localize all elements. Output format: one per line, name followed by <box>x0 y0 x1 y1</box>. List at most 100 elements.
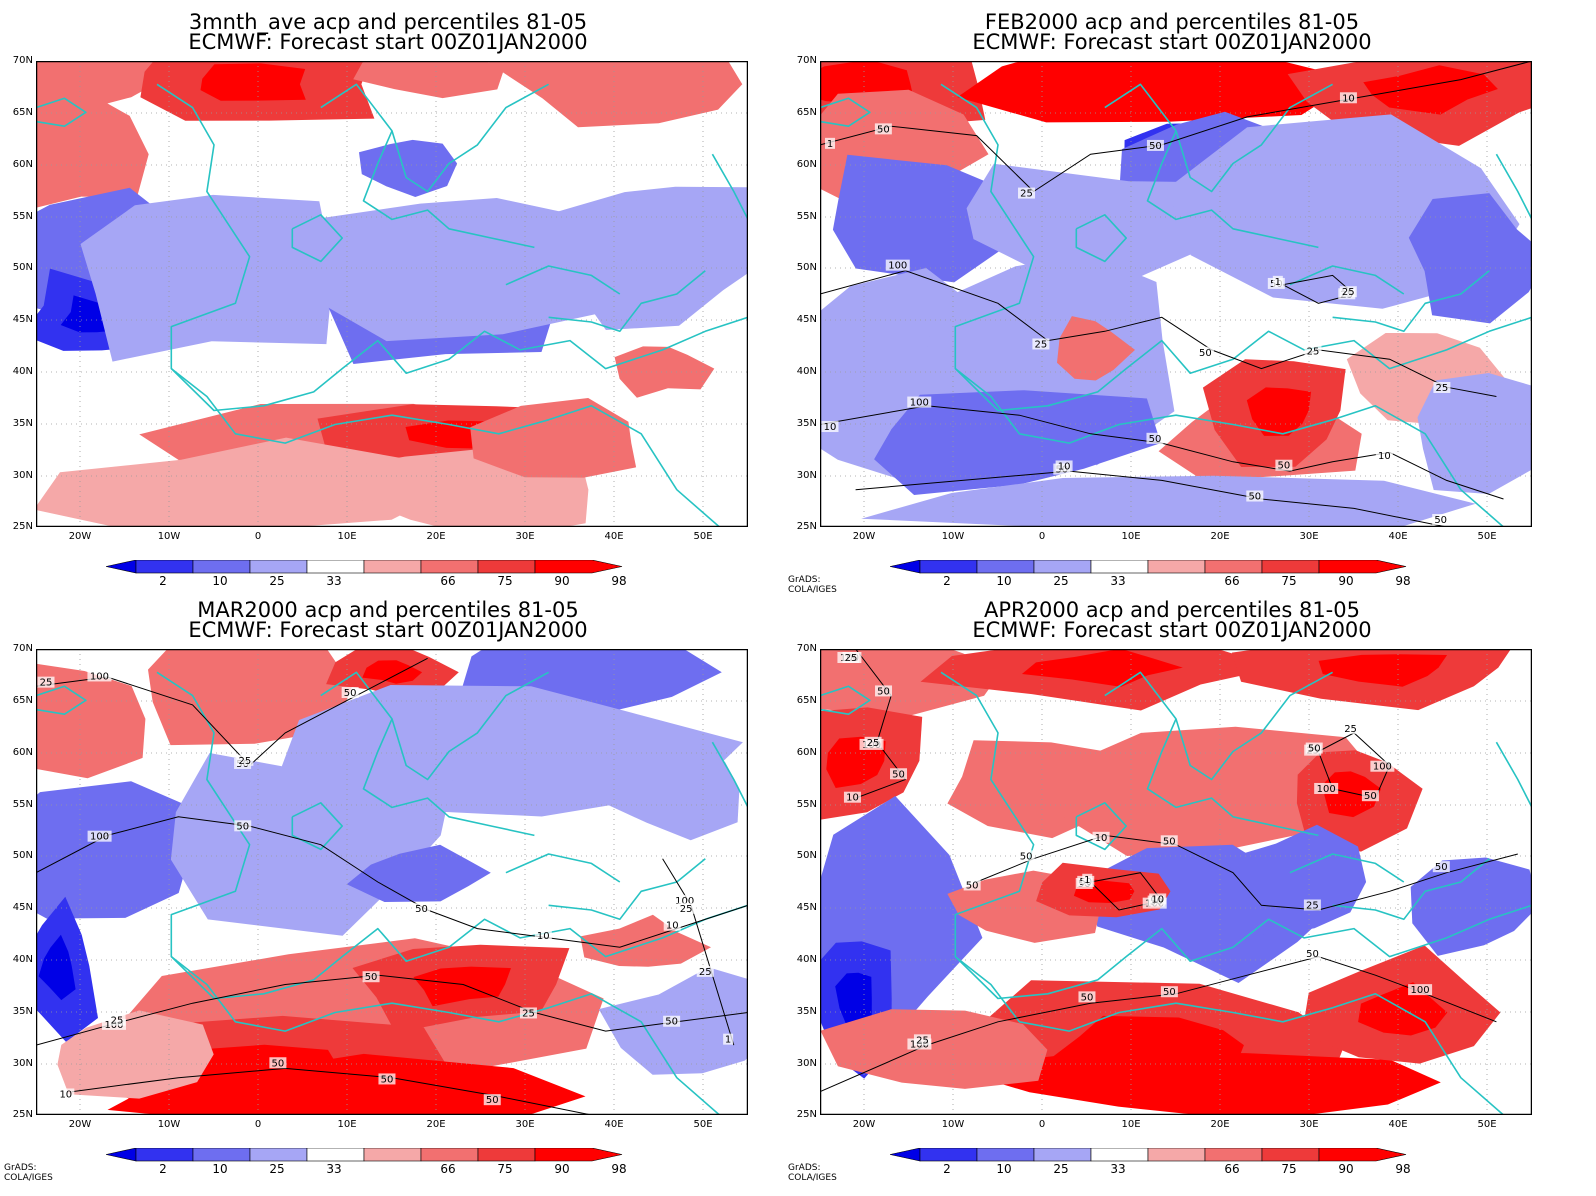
contour-label-bg <box>907 396 932 408</box>
contour-label: 50 <box>877 686 890 697</box>
latitude-label: 50N <box>12 850 33 861</box>
colorbar-label: 10 <box>996 1162 1012 1176</box>
colorbar-segment <box>420 560 479 574</box>
contour-label: 25 <box>916 1035 929 1046</box>
percentile-shade <box>346 844 491 902</box>
coastline <box>1075 802 1128 851</box>
latitude-label: 45N <box>12 314 33 325</box>
contour-label: 50 <box>665 1017 678 1028</box>
contour-label-bg <box>723 1033 734 1045</box>
contour-label: 1 <box>725 1035 731 1046</box>
longitude-label: 20E <box>426 531 446 542</box>
contour-label: 1 <box>827 139 833 150</box>
contour-label-bg <box>108 1014 126 1026</box>
longitude-label: 10E <box>1121 531 1141 542</box>
contour-label-bg <box>1146 139 1164 151</box>
contour-label-bg <box>87 830 112 842</box>
colorbar-segment <box>249 560 308 574</box>
grads-credit: GrADS: COLA/IGES <box>788 575 837 595</box>
contour-label-bg <box>864 736 882 748</box>
contour-label-bg <box>1149 893 1167 905</box>
contour-label-bg <box>1304 947 1322 959</box>
colorbar-segment <box>192 1148 251 1162</box>
percentile-shade <box>470 398 637 478</box>
contour-label-bg <box>885 259 910 271</box>
contour-label-bg <box>1196 346 1214 358</box>
latitude-label: 35N <box>12 1006 33 1017</box>
contour-label: 100 <box>1411 985 1430 996</box>
contour-label-bg <box>842 652 860 663</box>
colorbar-arrow-high <box>1318 1148 1407 1162</box>
latitude-label: 30N <box>796 470 817 481</box>
percentile-shade <box>57 1010 214 1099</box>
contour-label: 25 <box>1342 287 1355 298</box>
contour-label: 50 <box>381 1074 394 1085</box>
panel-title: MAR2000 acp and percentiles 81-05 <box>197 598 579 622</box>
colorbar-segment <box>477 560 536 574</box>
colorbar-label: 33 <box>326 574 342 588</box>
contour-label: 50 <box>1306 949 1319 960</box>
contour-label-bg <box>1303 899 1321 911</box>
colorbar-segment <box>306 1148 365 1162</box>
colorbar-arrow-low <box>106 1148 137 1162</box>
contour-label: 50 <box>1149 141 1162 152</box>
grads-credit: GrADS: COLA/IGES <box>4 1163 53 1183</box>
contour-label-bg <box>362 971 380 983</box>
longitude-label: 40E <box>1388 1119 1408 1130</box>
colorbar-label: 2 <box>159 1162 167 1176</box>
colorbar-label: 90 <box>554 574 570 588</box>
longitude-label: 0 <box>254 1119 262 1130</box>
latitude-label: 70N <box>12 55 33 66</box>
colorbar-label: 2 <box>159 574 167 588</box>
colorbar-segment <box>249 1148 308 1162</box>
colorbar-label: 33 <box>326 1162 342 1176</box>
colorbar-label: 98 <box>611 574 627 588</box>
percentile-shade-core <box>1363 65 1498 115</box>
colorbar-segment <box>1090 560 1149 574</box>
latitude-label: 45N <box>12 902 33 913</box>
colorbar-segment <box>1204 1148 1263 1162</box>
contour-label-bg <box>57 1088 75 1100</box>
percentile-shade <box>487 61 743 128</box>
colorbar-label: 98 <box>1395 1162 1411 1176</box>
latitude-label: 55N <box>796 799 817 810</box>
percentile-shade <box>36 663 146 779</box>
latitude-label: 70N <box>796 643 817 654</box>
colorbar-segment <box>976 1148 1035 1162</box>
colorbar-label: 90 <box>554 1162 570 1176</box>
contour-label-bg <box>1017 850 1035 862</box>
contour-label: 1 <box>1275 277 1281 288</box>
latitude-label: 65N <box>12 695 33 706</box>
contour-label-bg <box>1092 831 1110 843</box>
contour-label-bg <box>1160 835 1178 847</box>
coastline <box>505 265 621 295</box>
latitude-label: 65N <box>12 107 33 118</box>
contour-label-bg <box>1305 742 1323 754</box>
panel-subtitle: ECMWF: Forecast start 00Z01JAN2000 <box>972 30 1372 54</box>
colorbar-label: 2 <box>943 1162 951 1176</box>
contour-label-bg <box>672 894 697 906</box>
coastline <box>1104 83 1333 193</box>
latitude-label: 65N <box>796 107 817 118</box>
contour-label-bg <box>663 1015 681 1027</box>
contour-label: 100 <box>910 398 929 409</box>
colorbar-arrow-high <box>1318 560 1407 574</box>
coastline <box>170 367 721 527</box>
coastline <box>711 741 748 808</box>
contour-label: 25 <box>1035 339 1048 350</box>
longitude-label: 10W <box>157 1119 181 1130</box>
contour-label-bg <box>1272 275 1283 287</box>
precip-contour <box>820 956 1497 1093</box>
contour-label-bg <box>413 903 431 915</box>
contour-label: 50 <box>1364 791 1377 802</box>
longitude-label: 50E <box>693 1119 713 1130</box>
longitude-label: 40E <box>604 531 624 542</box>
contour-label-bg <box>1018 187 1036 199</box>
contour-label: 50 <box>1081 992 1094 1003</box>
contour-label: 25 <box>845 653 858 664</box>
colorbar-label: 90 <box>1338 1162 1354 1176</box>
latitude-label: 40N <box>796 366 817 377</box>
contour-label: 25 <box>699 967 712 978</box>
colorbar-segment <box>919 560 978 574</box>
longitude-label: 0 <box>254 531 262 542</box>
